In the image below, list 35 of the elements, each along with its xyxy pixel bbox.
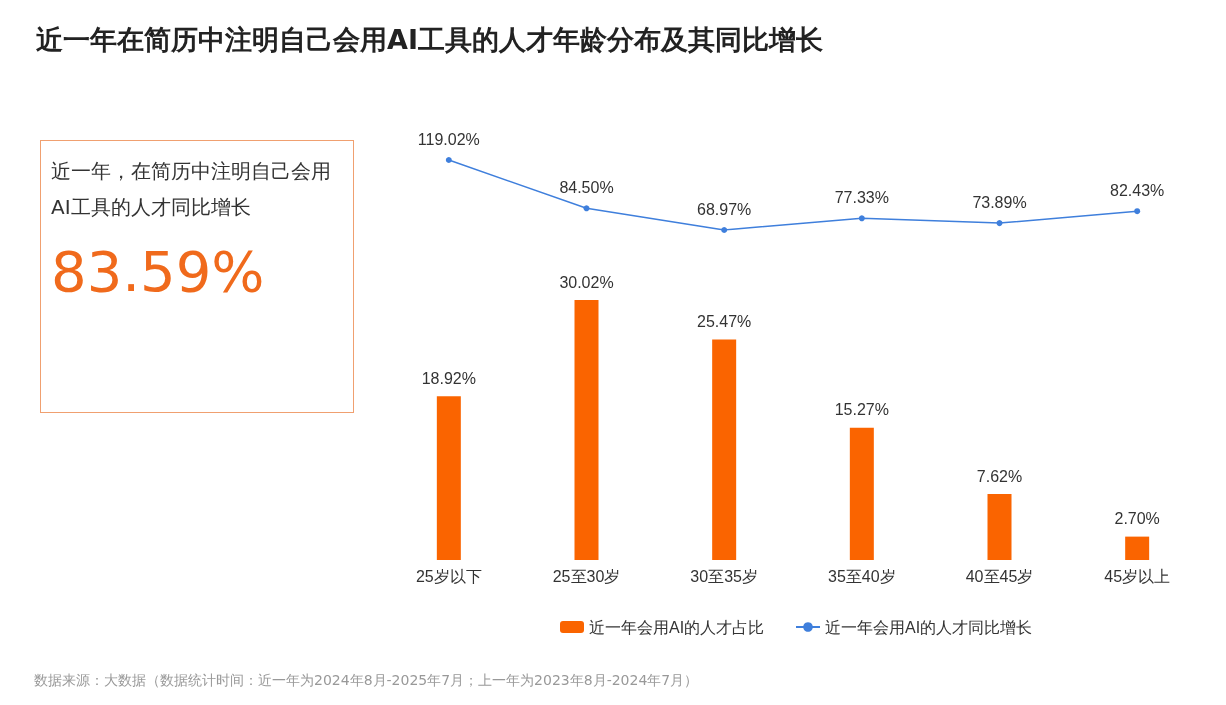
bar — [849, 427, 874, 560]
data-label: 77.33% — [834, 188, 889, 206]
x-tick-label: 30至35岁 — [690, 567, 758, 585]
point — [583, 205, 590, 212]
point — [996, 220, 1003, 227]
data-label: 84.50% — [559, 178, 614, 196]
bar — [436, 396, 461, 560]
data-label: 25.47% — [697, 312, 752, 330]
point — [1134, 208, 1141, 215]
x-tick-label: 40至45岁 — [965, 567, 1034, 585]
x-tick-label: 45岁以上 — [1104, 567, 1171, 585]
data-label: 7.62% — [976, 467, 1023, 485]
data-label: 18.92% — [421, 369, 476, 387]
x-tick-label: 35至40岁 — [828, 567, 896, 585]
chart-title: 近一年在简历中注明自己会用AI工具的人才年龄分布及其同比增长 — [36, 23, 823, 57]
source-note: 数据来源：大数据（数据统计时间：近一年为2024年8月-2025年7月；上一年为2023年8月-2024年7月） — [34, 672, 699, 690]
data-label: 119.02% — [417, 130, 480, 148]
data-label: 73.89% — [972, 193, 1027, 211]
point — [858, 215, 865, 222]
bar — [712, 339, 737, 560]
x-tick-label: 25至30岁 — [552, 567, 621, 585]
data-label: 68.97% — [697, 200, 752, 218]
text-card: 近一年，在简历中注明自己会用AI工具的人才同比增长 83.59% — [40, 140, 354, 413]
legend-label: 近一年会用AI的人才同比增长 — [825, 618, 1033, 636]
point — [721, 227, 728, 233]
data-label: 2.70% — [1114, 510, 1160, 528]
data-label: 15.27% — [834, 401, 889, 419]
data-label: 82.43% — [1110, 181, 1165, 199]
legend-label: 近一年会用AI的人才占比 — [589, 618, 765, 636]
point — [445, 157, 452, 163]
bar — [574, 300, 599, 560]
bar — [987, 494, 1012, 560]
bar — [1125, 536, 1150, 560]
data-label: 30.02% — [559, 273, 614, 291]
x-tick-label: 25岁以下 — [415, 567, 482, 585]
